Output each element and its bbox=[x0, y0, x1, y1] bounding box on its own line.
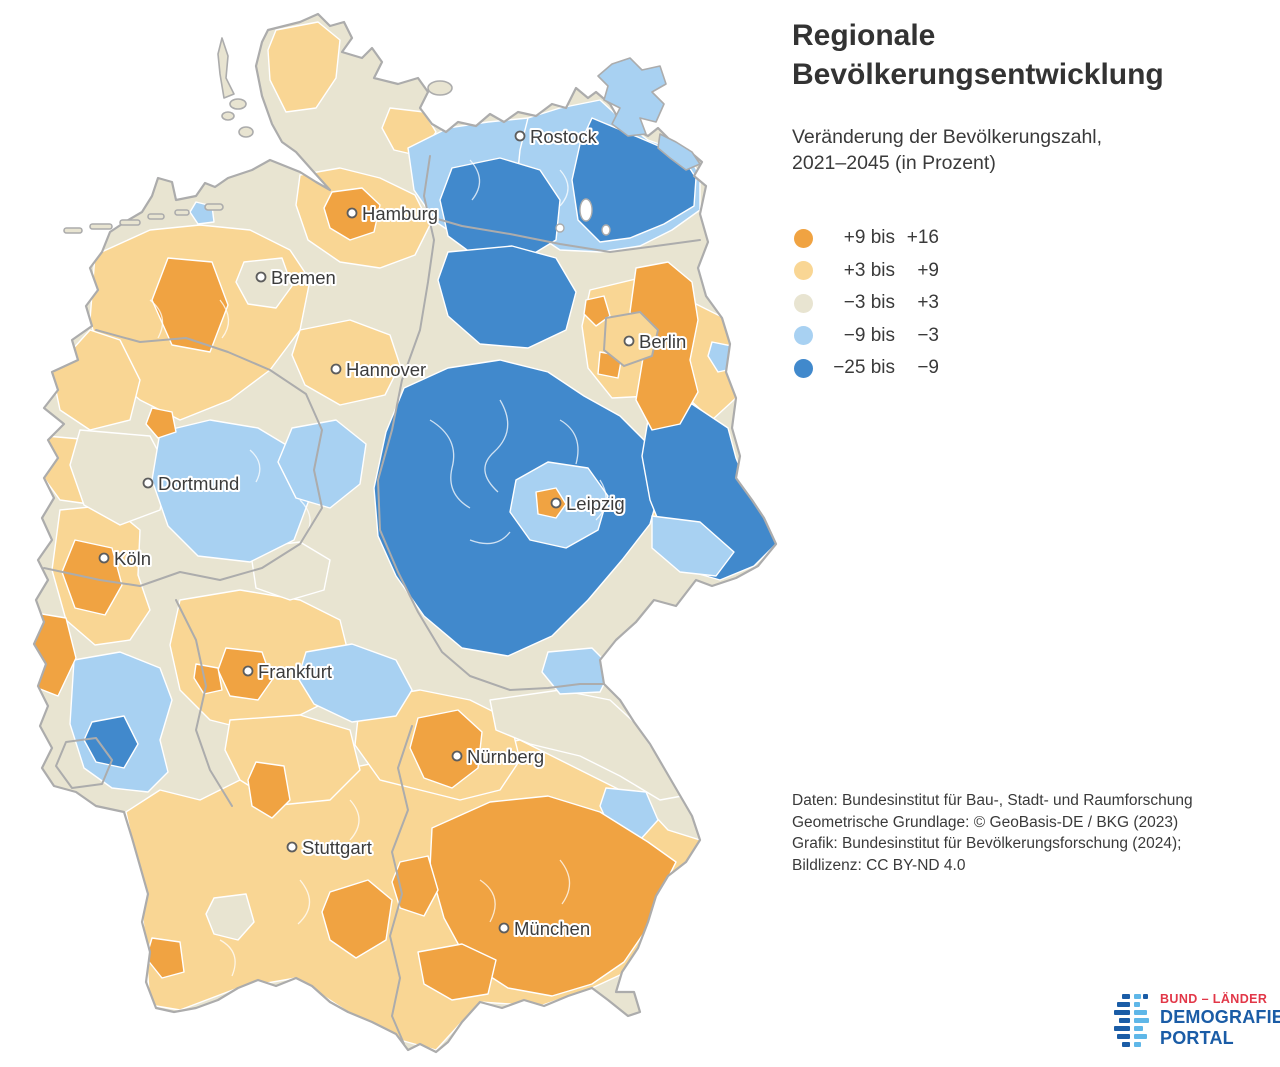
city-label-stuttgart: Stuttgart bbox=[302, 837, 372, 858]
map-panel: Rostock Hamburg Bremen Hannover Berlin D… bbox=[32, 12, 778, 1054]
source-line-2: Geometrische Grundlage: © GeoBasis-DE / … bbox=[792, 813, 1179, 831]
city-marker-nuernberg bbox=[451, 750, 463, 762]
regions-plus9 bbox=[34, 187, 699, 1001]
legend-row: +3 bis +9 bbox=[794, 255, 939, 288]
city-markers: Rostock Hamburg Bremen Hannover Berlin D… bbox=[98, 124, 688, 941]
city-marker-dortmund bbox=[142, 477, 154, 489]
city-marker-rostock bbox=[514, 130, 526, 142]
legend: +9 bis +16 +3 bis +9 −3 bis +3 −9 bis −3… bbox=[794, 222, 939, 385]
source-line-4: Bildlizenz: CC BY-ND 4.0 bbox=[792, 856, 966, 874]
source-line-3: Grafik: Bundesinstitut für Bevölkerungsf… bbox=[792, 835, 1182, 852]
legend-label-from: −9 bis bbox=[843, 324, 895, 346]
city-marker-berlin bbox=[623, 335, 635, 347]
islands bbox=[63, 37, 701, 234]
city-label-leipzig: Leipzig bbox=[566, 493, 625, 514]
legend-label-from: −3 bis bbox=[843, 292, 895, 314]
city-label-rostock: Rostock bbox=[530, 126, 598, 147]
city-label-dortmund: Dortmund bbox=[158, 473, 239, 494]
legend-row: −25 bis −9 bbox=[794, 352, 939, 385]
city-label-muenchen: München bbox=[514, 918, 590, 939]
logo-tagline: BUND – LÄNDER bbox=[1160, 992, 1268, 1006]
info-panel: Regionale Bevölkerungsentwicklung Veränd… bbox=[792, 0, 1280, 1062]
lakes bbox=[555, 198, 611, 236]
city-marker-leipzig bbox=[550, 497, 562, 509]
legend-label-from: −25 bis bbox=[833, 357, 895, 379]
population-pyramid-icon bbox=[1114, 994, 1149, 1047]
page-title: Regionale Bevölkerungsentwicklung bbox=[792, 16, 1164, 94]
legend-label-to: +9 bbox=[917, 259, 939, 281]
legend-label-from: +9 bis bbox=[843, 227, 895, 249]
legend-label-to: −3 bbox=[917, 324, 939, 346]
germany-map-svg: Rostock Hamburg Bremen Hannover Berlin D… bbox=[32, 12, 778, 1054]
legend-label-to: +3 bbox=[917, 292, 939, 314]
city-label-hannover: Hannover bbox=[346, 359, 426, 380]
city-marker-koeln bbox=[98, 552, 110, 564]
legend-label-to: −9 bbox=[917, 357, 939, 379]
subtitle-line-1: Veränderung der Bevölkerungszahl, bbox=[792, 126, 1103, 148]
subtitle-line-2: 2021–2045 (in Prozent) bbox=[792, 152, 996, 174]
legend-label-to: +16 bbox=[906, 227, 939, 249]
legend-row: −9 bis −3 bbox=[794, 320, 939, 353]
state-borders bbox=[43, 155, 701, 1045]
page-subtitle: Veränderung der Bevölkerungszahl, 2021–2… bbox=[792, 124, 1102, 176]
legend-swatch-minus9 bbox=[794, 326, 813, 346]
city-marker-stuttgart bbox=[286, 841, 298, 853]
city-label-hamburg: Hamburg bbox=[362, 203, 438, 224]
legend-label-from: +3 bis bbox=[843, 259, 895, 281]
map-regions bbox=[34, 21, 776, 1051]
logo-text: BUND – LÄNDER DEMOGRAFIE PORTAL bbox=[1160, 992, 1280, 1049]
city-marker-hamburg bbox=[346, 207, 358, 219]
city-label-nuernberg: Nürnberg bbox=[467, 746, 544, 767]
source-note: Daten: Bundesinstitut für Bau-, Stadt- u… bbox=[792, 790, 1193, 876]
city-marker-bremen bbox=[255, 271, 267, 283]
city-marker-muenchen bbox=[498, 922, 510, 934]
legend-row: +9 bis +16 bbox=[794, 222, 939, 255]
city-label-berlin: Berlin bbox=[639, 331, 686, 352]
legend-swatch-plus9 bbox=[794, 228, 813, 248]
legend-swatch-minus25 bbox=[794, 358, 813, 378]
logo-name-line-2: PORTAL bbox=[1160, 1028, 1234, 1048]
legend-swatch-plus3 bbox=[794, 261, 813, 281]
demografie-portal-logo: BUND – LÄNDER DEMOGRAFIE PORTAL bbox=[1113, 992, 1280, 1052]
city-marker-hannover bbox=[330, 363, 342, 375]
logo-name-line-1: DEMOGRAFIE bbox=[1160, 1007, 1280, 1027]
title-line-2: Bevölkerungsentwicklung bbox=[792, 58, 1164, 91]
city-label-koeln: Köln bbox=[114, 548, 151, 569]
title-line-1: Regionale bbox=[792, 19, 936, 52]
legend-row: −3 bis +3 bbox=[794, 287, 939, 320]
legend-swatch-neutral bbox=[794, 293, 813, 313]
city-label-bremen: Bremen bbox=[271, 267, 336, 288]
city-label-frankfurt: Frankfurt bbox=[258, 661, 332, 682]
source-line-1: Daten: Bundesinstitut für Bau-, Stadt- u… bbox=[792, 792, 1193, 809]
city-marker-frankfurt bbox=[242, 665, 254, 677]
